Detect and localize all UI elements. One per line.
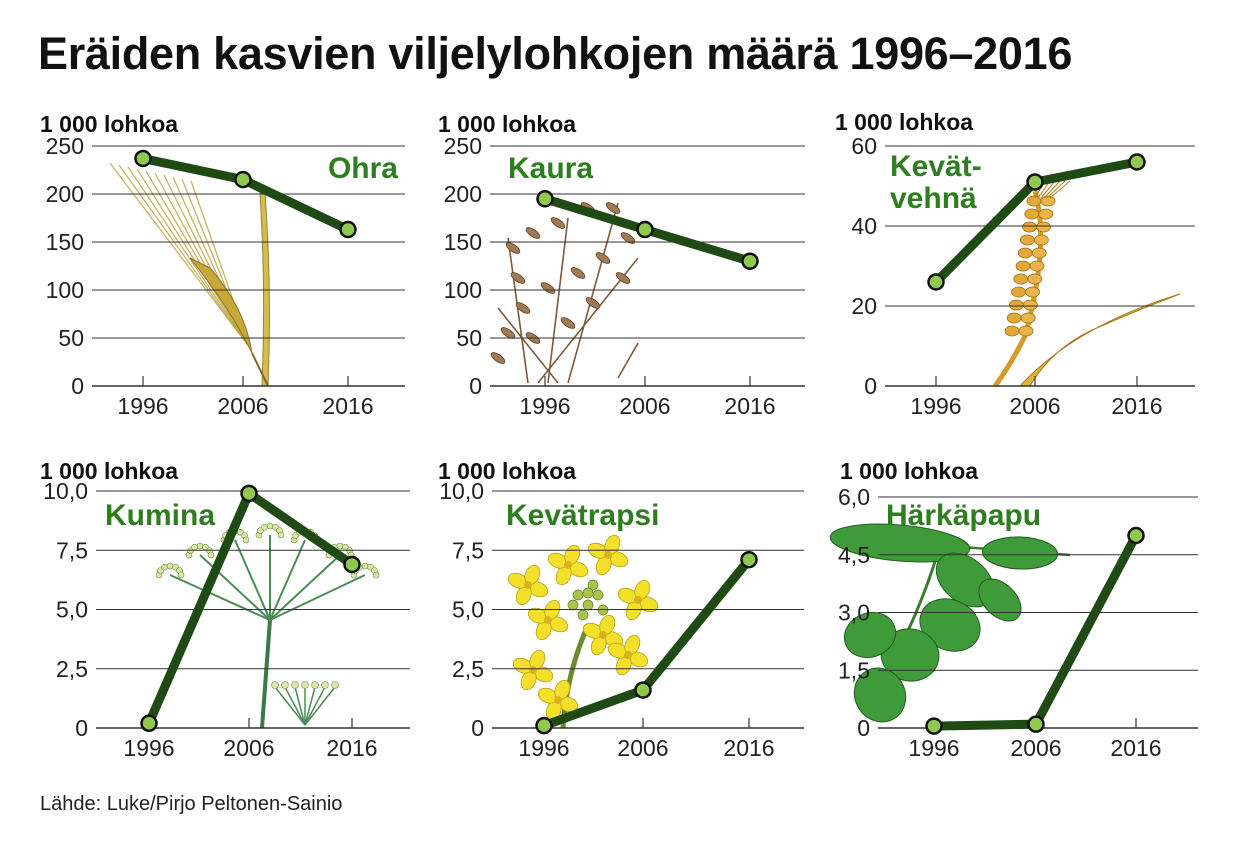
x-tick-label: 2006 <box>1010 735 1061 761</box>
x-tick-label: 2016 <box>1110 735 1161 761</box>
data-point <box>634 681 652 699</box>
unit-label: 1 000 lohkoa <box>40 111 178 137</box>
x-tick-label: 2006 <box>223 735 274 761</box>
rapeseed-illustration <box>507 534 659 729</box>
y-tick-label: 150 <box>46 229 84 255</box>
y-tick-label: 3,0 <box>838 600 870 626</box>
y-tick-label: 0 <box>857 715 870 741</box>
data-point <box>927 273 945 291</box>
data-point <box>240 484 258 503</box>
unit-label: 1 000 lohkoa <box>40 458 178 484</box>
data-point <box>925 717 943 735</box>
y-tick-label: 0 <box>469 373 482 399</box>
y-tick-label: 60 <box>851 133 877 159</box>
y-tick-label: 7,5 <box>452 537 484 563</box>
data-point <box>535 716 553 735</box>
chart-panel-harkapapu: 1 000 lohkoa 0 1,5 3,0 4,5 6,0 1996 2006 2016 Här… <box>829 458 1198 761</box>
x-tick-label: 1996 <box>518 735 569 761</box>
x-tick-label: 2016 <box>724 393 775 419</box>
data-point <box>140 714 158 733</box>
x-tick-label: 2006 <box>619 393 670 419</box>
data-point <box>134 149 152 168</box>
unit-label: 1 000 lohkoa <box>438 458 576 484</box>
y-tick-label: 2,5 <box>56 656 88 682</box>
y-tick-label: 10,0 <box>43 478 88 504</box>
x-tick-label: 1996 <box>908 735 959 761</box>
chart-title: Kumina <box>105 499 215 532</box>
chart-title: Kaura <box>508 152 593 185</box>
y-tick-label: 50 <box>58 325 84 351</box>
y-tick-label: 20 <box>851 293 877 319</box>
caraway-illustration <box>155 522 380 729</box>
x-tick-label: 1996 <box>123 735 174 761</box>
x-tick-label: 2006 <box>1009 393 1060 419</box>
y-tick-label: 2,5 <box>452 656 484 682</box>
chart-panel-kevatrapsi: 1 000 lohkoa 0 2,5 5,0 7,5 10,0 1996 2006 2016 Ke… <box>438 458 804 761</box>
chart-title: Kevätrapsi <box>506 499 659 532</box>
data-point <box>343 555 361 574</box>
data-point <box>740 550 758 569</box>
data-point <box>234 170 252 189</box>
chart-title: Kevät-vehnä <box>890 150 982 215</box>
y-tick-label: 40 <box>851 213 877 239</box>
x-tick-label: 2016 <box>322 393 373 419</box>
chart-panel-kevatvehna: 1 000 lohkoa 0 20 40 60 1996 2006 2016 Kevät-veh… <box>835 109 1195 419</box>
y-tick-label: 250 <box>444 133 482 159</box>
data-point <box>339 220 357 239</box>
y-tick-label: 0 <box>75 715 88 741</box>
y-tick-label: 5,0 <box>56 597 88 623</box>
x-tick-label: 2006 <box>617 735 668 761</box>
y-tick-label: 200 <box>46 181 84 207</box>
main-title: Eräiden kasvien viljelylohkojen määrä 19… <box>38 28 1073 79</box>
unit-label: 1 000 lohkoa <box>835 109 973 135</box>
fava-bean-illustration <box>829 523 1071 723</box>
x-tick-label: 2016 <box>326 735 377 761</box>
data-point <box>1026 173 1044 191</box>
chart-panel-kumina: 1 000 lohkoa 0 2,5 5,0 7,5 10,0 1996 2006 2016 Ku… <box>40 458 410 761</box>
source-note: Lähde: Luke/Pirjo Peltonen-Sainio <box>40 793 343 815</box>
chart-panel-ohra: 1 000 lohkoa 0 50 100 150 200 250 1996 2006 2016 O… <box>40 111 405 419</box>
chart-title: Härkäpapu <box>886 499 1041 532</box>
data-point <box>1027 715 1045 733</box>
y-tick-label: 250 <box>46 133 84 159</box>
y-tick-label: 4,5 <box>838 542 870 568</box>
y-tick-label: 0 <box>71 373 84 399</box>
x-tick-label: 2016 <box>723 735 774 761</box>
y-tick-label: 5,0 <box>452 597 484 623</box>
y-tick-label: 100 <box>444 277 482 303</box>
x-tick-label: 2016 <box>1111 393 1162 419</box>
y-tick-label: 0 <box>864 373 877 399</box>
data-point <box>1127 526 1145 545</box>
y-tick-label: 10,0 <box>439 478 484 504</box>
y-tick-label: 1,5 <box>838 657 870 683</box>
y-tick-label: 6,0 <box>838 484 870 510</box>
x-tick-label: 2006 <box>217 393 268 419</box>
barley-illustration <box>109 162 270 387</box>
chart-title: Ohra <box>328 152 398 185</box>
y-tick-label: 50 <box>456 325 482 351</box>
y-tick-label: 0 <box>471 715 484 741</box>
y-tick-label: 100 <box>46 277 84 303</box>
x-tick-label: 1996 <box>910 393 961 419</box>
oat-illustration <box>490 202 639 384</box>
wheat-illustration <box>992 180 1181 388</box>
data-point <box>536 190 554 208</box>
data-point <box>741 252 759 270</box>
unit-label: 1 000 lohkoa <box>438 111 576 137</box>
unit-label: 1 000 lohkoa <box>840 458 978 484</box>
x-tick-label: 1996 <box>117 393 168 419</box>
data-point <box>636 220 654 239</box>
data-point <box>1128 153 1146 171</box>
x-tick-label: 1996 <box>519 393 570 419</box>
y-tick-label: 150 <box>444 229 482 255</box>
chart-panel-kaura: 1 000 lohkoa 0 50 100 150 200 250 1996 2006 2016 K… <box>438 111 805 419</box>
y-tick-label: 200 <box>444 181 482 207</box>
y-tick-label: 7,5 <box>56 537 88 563</box>
